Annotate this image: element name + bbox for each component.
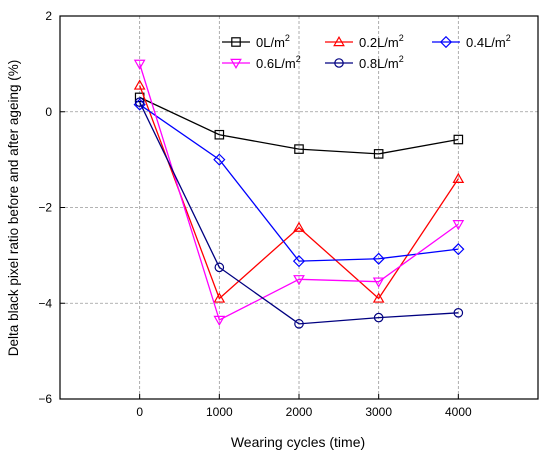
x-axis-label: Wearing cycles (time) [231,434,365,450]
data-point-square [373,149,384,159]
legend-item: 0.8L/m2 [325,54,404,71]
x-tick-label: 4000 [445,405,472,419]
x-tick-label: 3000 [365,405,392,419]
data-point-diamond [213,153,226,166]
data-point-circle [334,58,344,68]
data-point-triangle-up [133,79,146,90]
legend-label: 0.6L/m2 [256,54,301,71]
series-2 [133,98,465,268]
legend-item: 0.4L/m2 [432,33,511,50]
legend-label: 0.4L/m2 [466,33,511,50]
legend-item: 0.2L/m2 [325,33,404,50]
legend-item: 0.6L/m2 [222,54,301,71]
data-point-triangle-down [372,277,385,288]
x-tick-label: 2000 [286,405,313,419]
data-point-triangle-down [133,59,146,70]
series-1 [133,79,465,303]
data-point-triangle-up [333,35,345,47]
y-tick-label: 2 [45,9,52,23]
y-axis-label: Delta black pixel ratio before and after… [6,60,21,356]
data-point-diamond [372,252,385,265]
series-line [139,104,459,262]
data-point-circle [373,312,384,323]
data-point-triangle-up [293,221,305,232]
y-tick-label: −6 [38,392,52,406]
data-point-triangle-up [213,292,226,303]
legend-item: 0L/m2 [222,33,290,50]
data-point-triangle-down [293,275,305,286]
data-point-diamond [292,255,306,268]
data-point-square [294,144,304,154]
data-point-triangle-down [230,58,242,70]
legend-label: 0L/m2 [256,33,290,50]
series-line [139,101,459,325]
data-point-diamond [133,98,146,111]
series-3 [133,59,465,327]
data-point-diamond [439,35,453,49]
x-tick-label: 1000 [206,405,233,419]
data-point-triangle-up [452,172,465,183]
series-line [139,96,459,155]
data-point-triangle-down [452,220,465,231]
legend-label: 0.2L/m2 [359,33,404,50]
data-point-diamond [452,243,465,256]
y-tick-label: −4 [38,296,52,310]
axes-layer: 0 1000 2000 3000 4000 2 0 −2 −4 −6 [38,9,539,419]
series-line [139,63,459,321]
grid-layer [60,16,538,399]
series-layer [133,59,465,329]
data-point-triangle-down [213,315,226,327]
data-point-triangle-up [372,292,385,303]
data-point-circle [214,262,225,273]
data-point-circle [294,319,304,329]
legend-layer: 0L/m2 0.2L/m2 0.4L/m2 0.6L/m2 0.8L/m2 [222,33,511,71]
series-line [139,85,459,300]
data-point-square [231,37,241,47]
series-4 [134,97,464,329]
y-tick-label: −2 [38,201,52,215]
series-0 [134,92,464,159]
data-point-circle [134,97,145,107]
y-tick-label: 0 [45,105,52,119]
x-tick-label: 0 [136,405,143,419]
data-point-circle [453,308,464,318]
legend-label: 0.8L/m2 [359,54,404,71]
data-point-square [453,134,464,145]
data-point-square [214,129,225,140]
